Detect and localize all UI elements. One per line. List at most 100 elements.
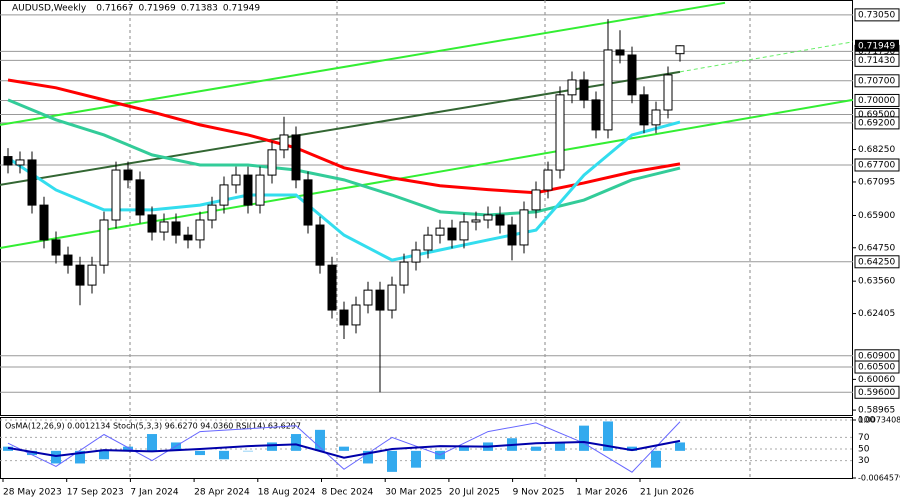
candle-body (423, 234, 433, 251)
candle-body (243, 174, 253, 206)
level-label: 0.59600 (858, 388, 895, 398)
candle-body (315, 224, 325, 266)
osma-bar (411, 450, 421, 468)
osma-bar (123, 446, 133, 451)
ohlc-value: 0.71969 (138, 4, 175, 14)
candle-body (279, 134, 289, 151)
candle-body (447, 227, 457, 241)
osma-bar (147, 434, 157, 451)
osma-bar (75, 450, 85, 464)
x-tick-label: 28 Apr 2024 (194, 488, 250, 498)
candle-body (615, 49, 625, 56)
candle-body (3, 156, 13, 166)
y-tick-label: 0.63560 (858, 277, 895, 287)
y-tick-label: 0.58965 (858, 406, 895, 416)
level-label: 0.71430 (858, 56, 895, 66)
candle-body (651, 109, 661, 126)
level-label: 0.67700 (858, 160, 895, 170)
moving-average (7, 78, 681, 195)
osma-bar (195, 450, 205, 456)
candle-body (603, 49, 613, 131)
trend-line (679, 41, 853, 73)
candle-body (567, 79, 577, 96)
candle-body (303, 179, 313, 226)
x-tick-label: 30 Mar 2025 (385, 488, 442, 498)
osma-bar (603, 421, 613, 451)
x-tick-label: 1 Mar 2026 (576, 488, 628, 498)
candle-body (531, 189, 541, 211)
candle-body (675, 45, 685, 55)
level-label: 0.69200 (858, 118, 895, 128)
x-tick-label: 17 Sep 2023 (67, 488, 124, 498)
osma-tick-label: -0.0064579 (858, 474, 900, 483)
y-tick-label: 0.65900 (858, 211, 895, 221)
x-tick-label: 7 Jan 2024 (130, 488, 178, 498)
osma-bar (531, 446, 541, 451)
x-tick-label: 28 May 2023 (3, 488, 62, 498)
indicator-tick-label: 30 (858, 456, 870, 466)
candle-body (75, 264, 85, 286)
candle-body (519, 209, 529, 246)
osma-bar (651, 450, 661, 468)
osma-bar (555, 442, 565, 451)
osma-bar (315, 429, 325, 451)
indicator-tick-label: 70 (858, 433, 870, 443)
candle-body (375, 289, 385, 311)
osma-bar (459, 446, 469, 451)
candle-body (399, 261, 409, 286)
osma-bar (291, 434, 301, 451)
y-tick-label: 0.62405 (858, 309, 895, 319)
osma-bar (675, 442, 685, 451)
indicator-title: OsMA(12,26,9) 0.0012134 Stoch(5,3,3) 96.… (5, 422, 301, 431)
candle-body (231, 174, 241, 186)
candle-body (459, 221, 469, 241)
rsi-line (7, 439, 681, 459)
level-label-box (854, 255, 900, 269)
y-tick-label: 0.68250 (858, 145, 895, 155)
candle-body (543, 169, 553, 191)
candle-body (267, 149, 277, 176)
osma-bar (243, 450, 253, 452)
level-label: 0.64250 (858, 257, 895, 267)
moving-average (7, 98, 681, 217)
level-label: 0.70700 (858, 76, 895, 86)
candle-body (27, 159, 37, 206)
level-label-box (854, 116, 900, 130)
indicator-frame (0, 417, 853, 479)
x-tick-label: 18 Aug 2024 (258, 488, 316, 498)
candle-body (351, 304, 361, 326)
candle-body (15, 159, 25, 166)
candle-body (627, 54, 637, 96)
ohlc-value: 0.71667 (96, 4, 133, 14)
ohlc-value: 0.71383 (181, 4, 218, 14)
osma-bar (387, 450, 397, 472)
candle-body (555, 94, 565, 171)
candle-body (207, 204, 217, 221)
trend-line (0, 70, 681, 186)
level-label-box (854, 158, 900, 172)
current-price: 0.71949 (858, 41, 895, 51)
price-label-box (855, 39, 899, 52)
level-label: 0.60500 (858, 363, 895, 373)
level-label-box (854, 93, 900, 107)
level-label: 0.71750 (858, 47, 895, 57)
candle-body (435, 227, 445, 236)
candle-body (111, 169, 121, 221)
level-label-box (854, 360, 900, 374)
trend-line (0, 98, 853, 250)
candle-body (147, 214, 157, 233)
marks (0, 1, 853, 393)
y-tick-label: 0.64750 (858, 243, 895, 253)
level-label-box (854, 53, 900, 67)
level-label: 0.70000 (858, 96, 895, 106)
candle-body (495, 214, 505, 226)
vertical-grid (129, 0, 751, 478)
x-tick-label: 21 Jun 2026 (640, 488, 694, 498)
candle-body (507, 224, 517, 246)
candle-body (579, 79, 589, 101)
x-tick-label: 20 Jul 2025 (449, 488, 500, 498)
stoch-line (7, 421, 681, 473)
candle-body (591, 99, 601, 131)
candle-body (363, 289, 373, 306)
osma-bar (99, 450, 109, 460)
